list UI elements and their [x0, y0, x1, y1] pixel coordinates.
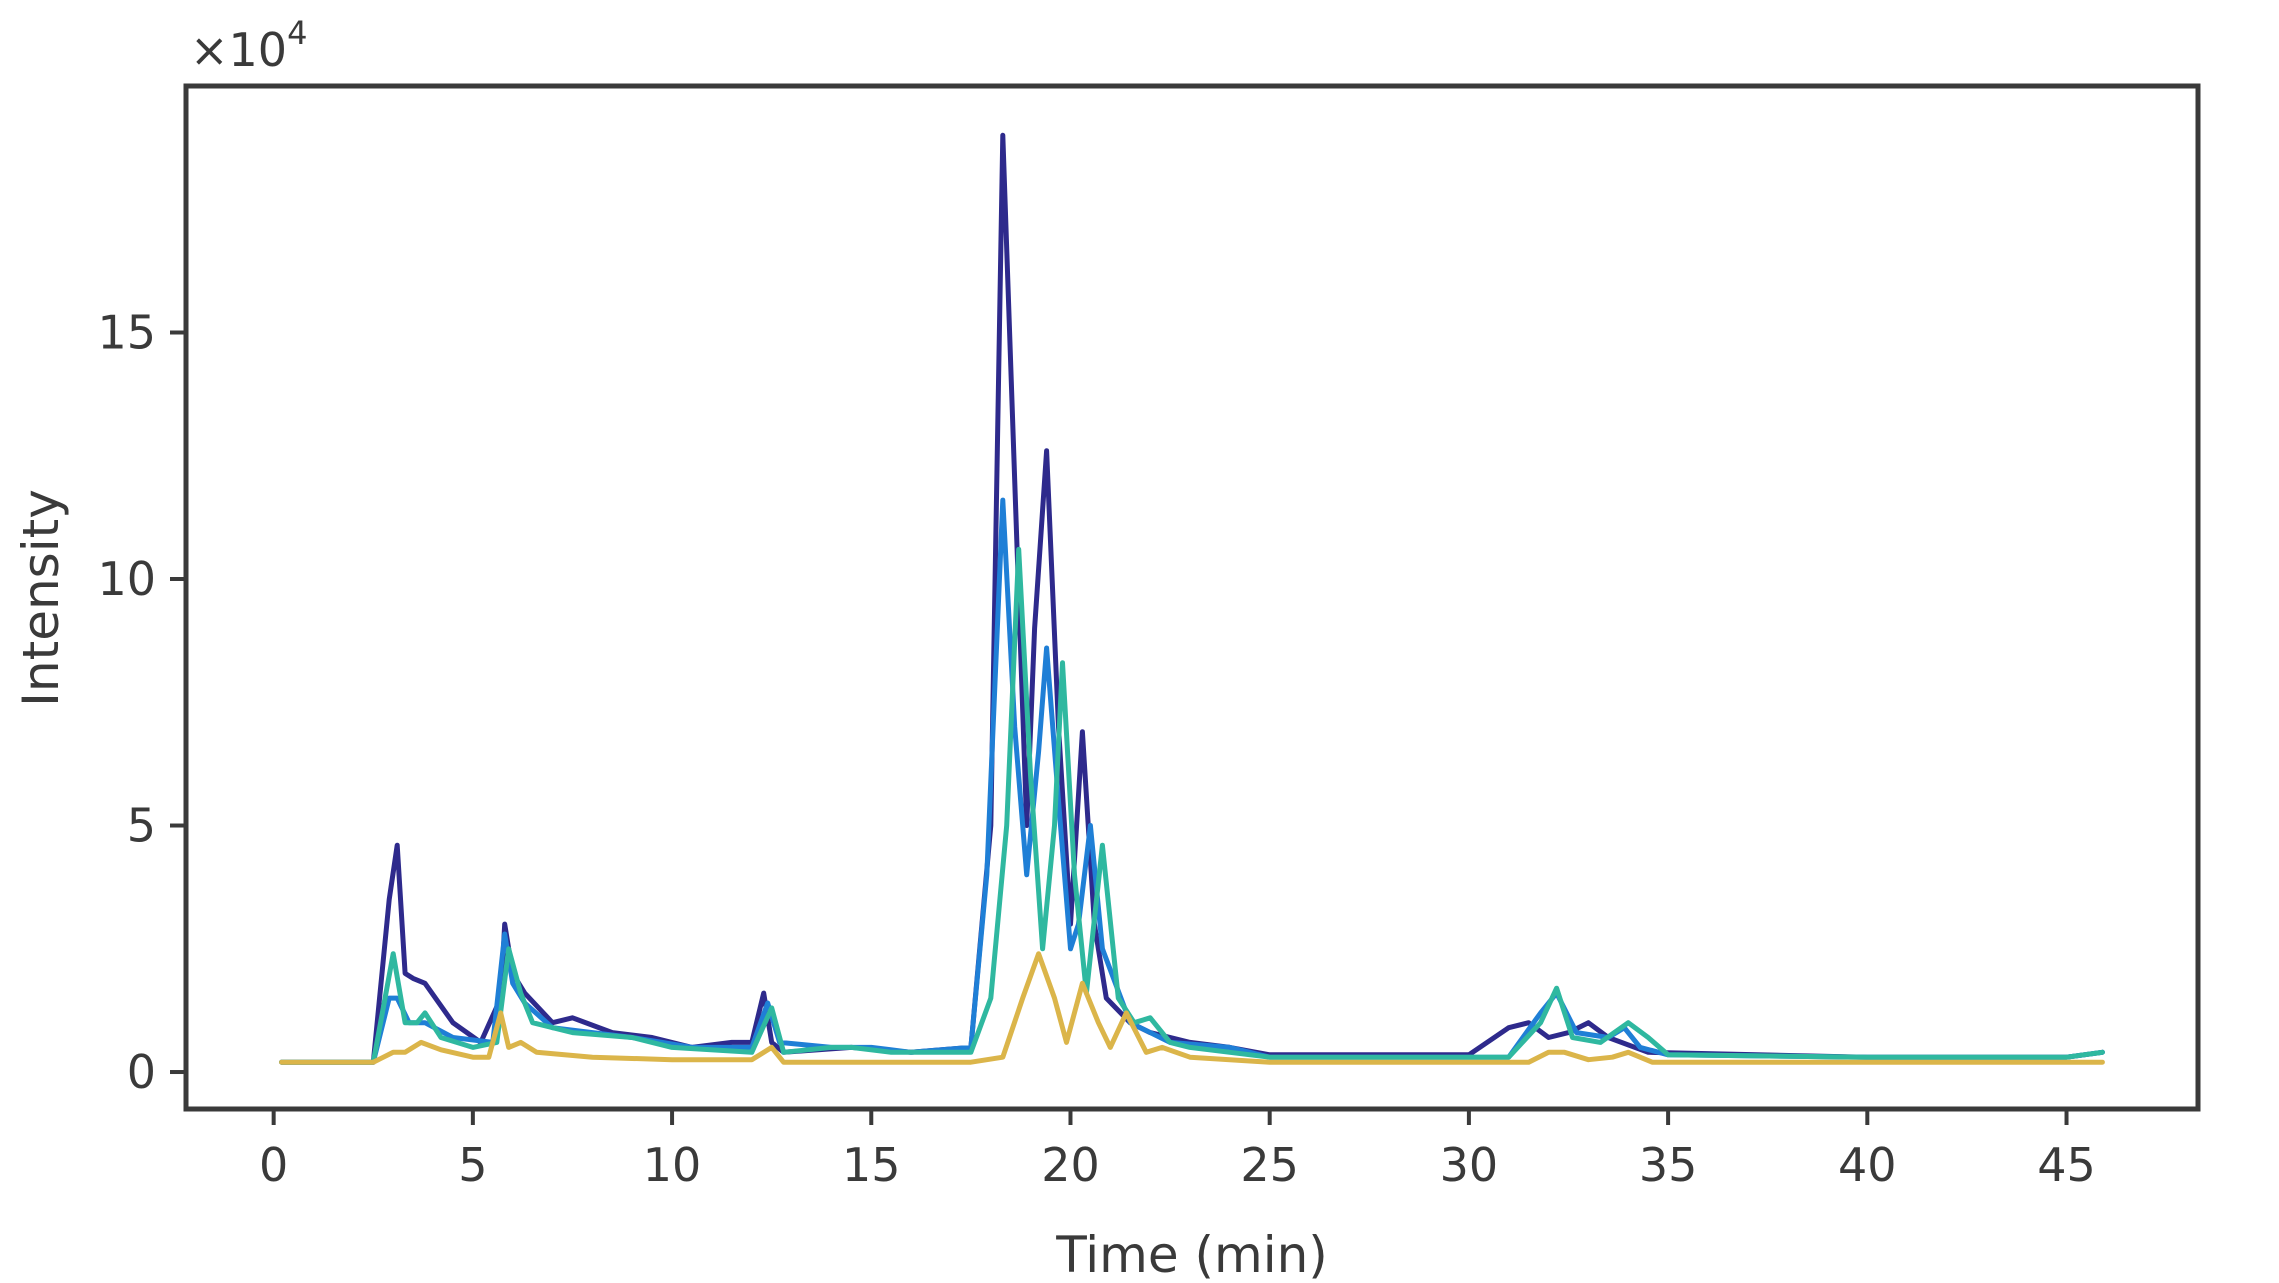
x-tick-label: 40 [1838, 1138, 1897, 1192]
x-tick-label: 5 [458, 1138, 487, 1192]
x-tick-label: 45 [2037, 1138, 2096, 1192]
y-tick-label: 10 [97, 552, 156, 606]
x-tick-label: 0 [259, 1138, 288, 1192]
x-axis-ticks: 0 5 10 15 20 25 30 35 40 45 [259, 1109, 2096, 1192]
y-tick-label: 15 [97, 306, 156, 360]
y-tick-label: 5 [127, 799, 156, 853]
x-tick-label: 10 [643, 1138, 702, 1192]
y-axis-ticks: 0 5 10 15 [97, 306, 186, 1099]
x-tick-label: 20 [1041, 1138, 1100, 1192]
y-tick-label: 0 [127, 1045, 156, 1099]
x-tick-label: 35 [1639, 1138, 1698, 1192]
y-axis-multiplier-base: ×10 [190, 23, 287, 77]
y-axis-multiplier: ×104 [190, 14, 307, 77]
y-axis-label: Intensity [12, 489, 70, 707]
plot-frame [183, 83, 2201, 1112]
x-axis-label: Time (min) [1055, 1226, 1328, 1283]
x-tick-label: 15 [842, 1138, 901, 1192]
series-line-3 [279, 546, 2105, 1065]
series-line-2 [279, 497, 2105, 1065]
x-tick-label: 25 [1240, 1138, 1299, 1192]
y-axis-multiplier-exponent: 4 [287, 14, 307, 52]
series-line-4 [279, 951, 2105, 1065]
x-tick-label: 30 [1440, 1138, 1499, 1192]
series-line-1 [279, 132, 2105, 1065]
series-layer [279, 132, 2105, 1065]
